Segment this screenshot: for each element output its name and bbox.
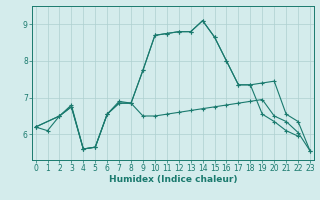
X-axis label: Humidex (Indice chaleur): Humidex (Indice chaleur) — [108, 175, 237, 184]
